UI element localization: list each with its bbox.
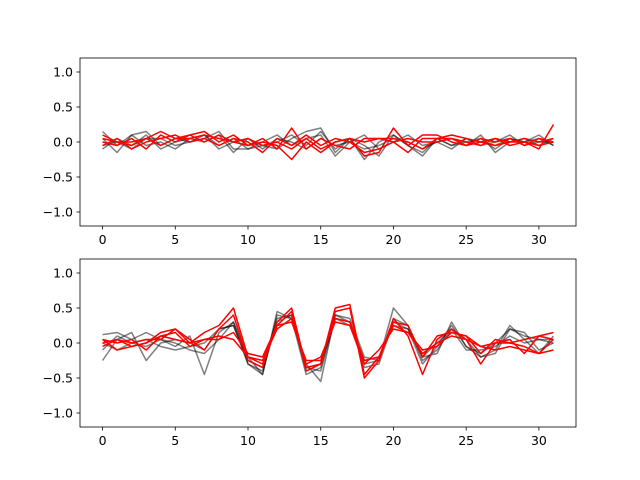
bottom-x-tick-label-5: 25 [458,433,474,448]
top-y-tick-label-0: −1.0 [43,205,73,220]
top-x-tick-label-6: 30 [531,232,547,247]
bottom-x-tick-label-0: 0 [99,433,107,448]
top-x-tick-label-3: 15 [313,232,329,247]
top-series-red-line-7 [102,124,555,161]
top-y-tick-label-4: 1.0 [53,65,73,80]
top-y-tick-label-3: 0.5 [53,100,73,115]
top-x-tick-label-0: 0 [99,232,107,247]
bottom-y-tick-label-4: 1.0 [53,266,73,281]
top-series-red-line-6 [102,134,554,150]
bottom-series-red-line-7 [102,317,554,362]
bottom-subplot: 0 5 10 15 20 25 30 −1.0 −0.5 0.0 0.5 1.0 [43,258,577,449]
bottom-x-tick-label-4: 20 [386,433,402,448]
bottom-y-tick-label-0: −1.0 [43,406,73,421]
top-y-tick-label-2: 0.0 [53,135,73,150]
top-x-tick-label-5: 25 [458,232,474,247]
bottom-x-tick-label-1: 5 [171,433,179,448]
top-subplot-series [102,124,555,161]
bottom-series-red-line-5 [102,303,554,376]
bottom-x-tick-label-2: 10 [240,433,256,448]
top-series-red-line-5 [102,134,554,154]
top-subplot-ticks: 0 5 10 15 20 25 30 −1.0 −0.5 0.0 0.5 1.0 [43,65,547,248]
bottom-x-tick-label-6: 30 [531,433,547,448]
top-subplot-frame [79,57,577,227]
bottom-y-tick-label-1: −0.5 [43,371,73,386]
bottom-x-tick-label-3: 15 [313,433,329,448]
top-x-tick-label-2: 10 [240,232,256,247]
top-x-tick-label-4: 20 [386,232,402,247]
bottom-y-tick-label-2: 0.0 [53,336,73,351]
top-subplot: 0 5 10 15 20 25 30 −1.0 −0.5 0.0 0.5 1.0 [43,57,577,248]
top-y-tick-label-1: −0.5 [43,170,73,185]
bottom-subplot-series [101,303,555,383]
bottom-subplot-ticks: 0 5 10 15 20 25 30 −1.0 −0.5 0.0 0.5 1.0 [43,266,547,449]
top-x-tick-label-1: 5 [171,232,179,247]
bottom-subplot-frame [79,258,577,428]
bottom-y-tick-label-3: 0.5 [53,301,73,316]
